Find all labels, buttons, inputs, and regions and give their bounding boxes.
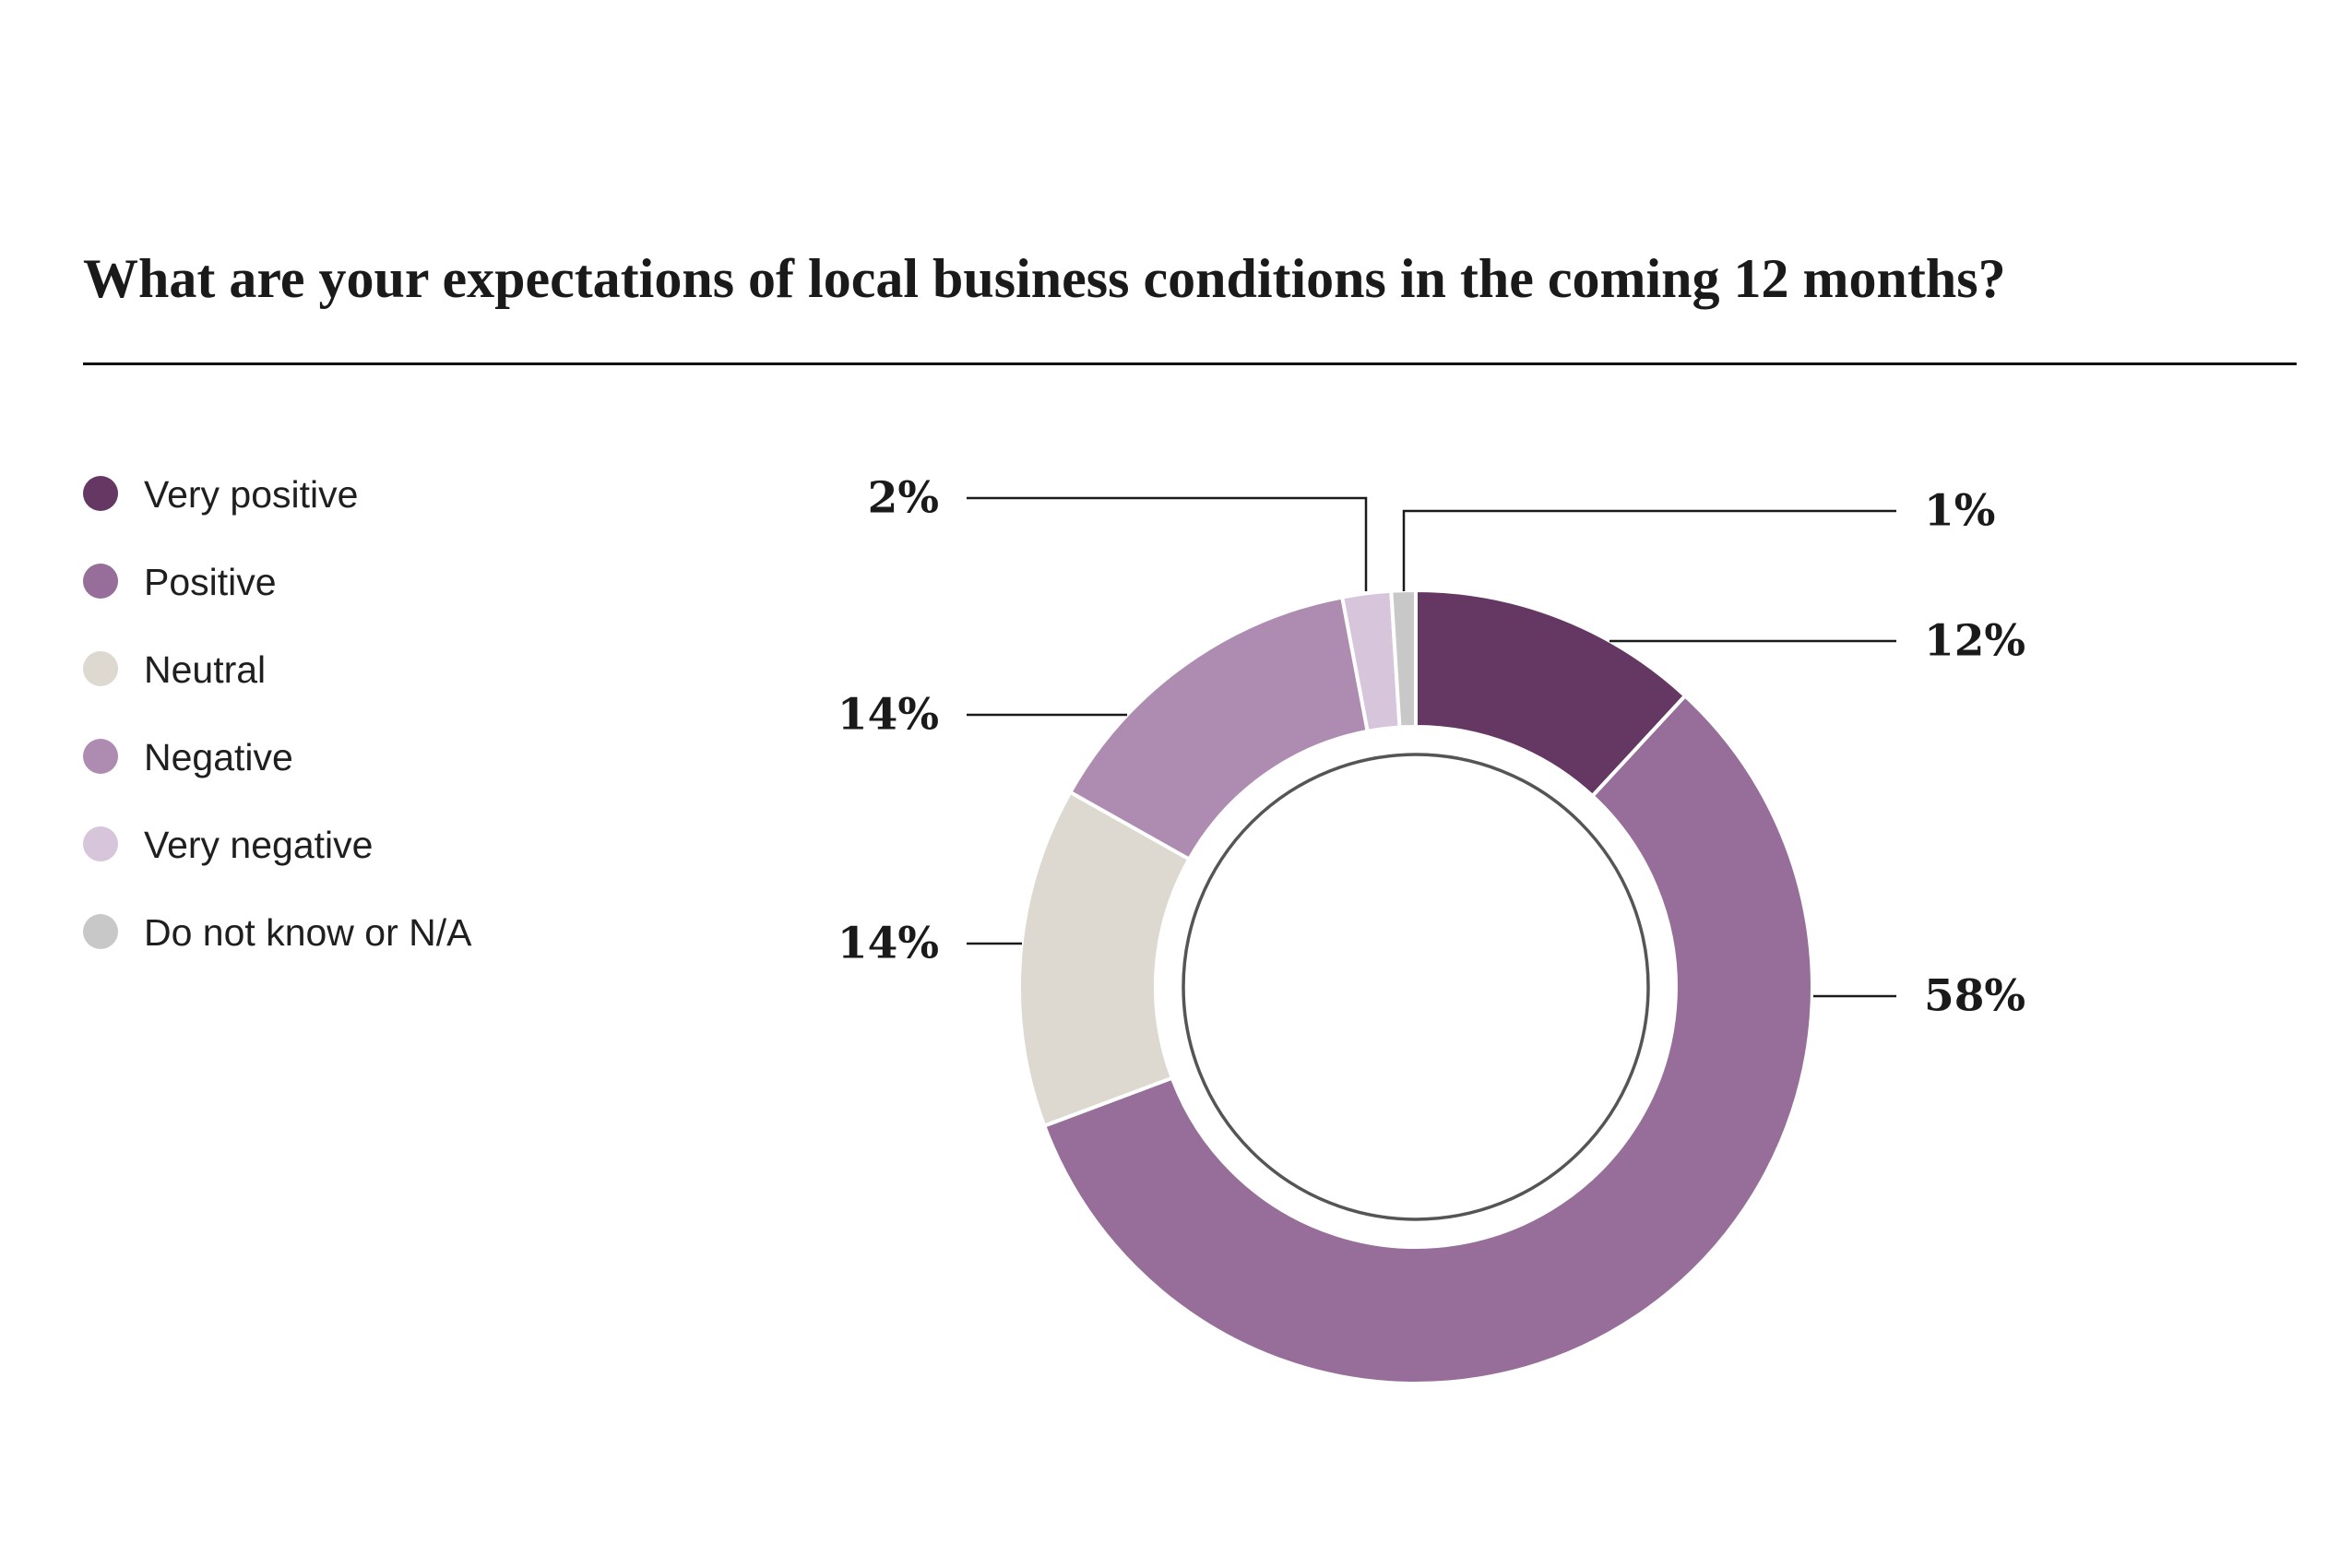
slice-value-label-do-not-know-or-n-a: 1%	[1924, 486, 1995, 537]
legend-item-negative: Negative	[83, 730, 472, 783]
donut-slice-positive	[1042, 694, 1814, 1386]
legend-swatch-icon	[83, 651, 118, 686]
legend-label: Very positive	[144, 472, 359, 516]
legend-swatch-icon	[83, 826, 118, 861]
legend-label: Neutral	[144, 647, 267, 691]
slice-value-label-negative: 14%	[837, 690, 939, 741]
legend: Very positive Positive Neutral Negative Very…	[83, 467, 472, 992]
legend-item-very-positive: Very positive	[83, 467, 472, 520]
title-underline	[83, 362, 2297, 365]
slice-value-label-very-positive: 12%	[1924, 616, 2025, 667]
donut-slices	[1016, 588, 1814, 1386]
legend-swatch-icon	[83, 914, 118, 949]
legend-label: Very negative	[144, 823, 374, 866]
slice-value-label-very-negative: 2%	[868, 473, 939, 524]
legend-item-very-negative: Very negative	[83, 817, 472, 871]
slice-value-label-positive: 58%	[1924, 971, 2025, 1022]
callout-line-very-negative	[967, 496, 1368, 591]
legend-item-do-not-know-or-n-a: Do not know or N/A	[83, 905, 472, 958]
chart-title: What are your expectations of local busi…	[83, 248, 2006, 309]
legend-swatch-icon	[83, 476, 118, 511]
legend-label: Negative	[144, 735, 293, 778]
slice-value-label-neutral: 14%	[837, 919, 939, 969]
donut-inner-ring	[1182, 753, 1650, 1221]
legend-item-neutral: Neutral	[83, 642, 472, 695]
donut-slice-do-not-know-or-n-a	[1389, 588, 1418, 730]
legend-label: Positive	[144, 560, 277, 603]
callout-line-do-not-know-or-n-a	[1402, 509, 1896, 591]
legend-item-positive: Positive	[83, 554, 472, 608]
legend-swatch-icon	[83, 564, 118, 599]
legend-swatch-icon	[83, 739, 118, 774]
callouts: 12% 58% 14% 14% 2% 1%	[837, 473, 2025, 1022]
legend-label: Do not know or N/A	[144, 910, 472, 954]
